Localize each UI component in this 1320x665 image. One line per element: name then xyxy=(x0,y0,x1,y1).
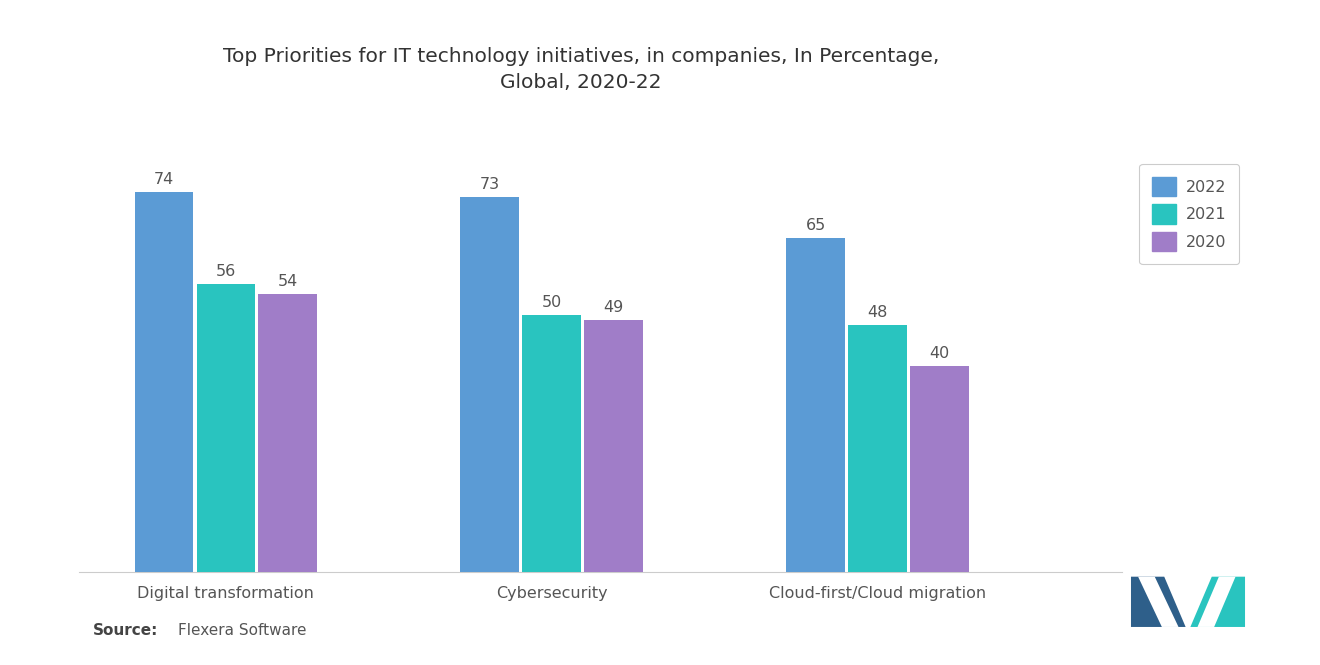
Text: 40: 40 xyxy=(929,346,949,361)
Bar xyxy=(197,284,255,572)
Bar xyxy=(461,197,519,572)
Text: 56: 56 xyxy=(215,264,236,279)
Bar xyxy=(849,325,907,572)
Text: Flexera Software: Flexera Software xyxy=(178,623,306,638)
Text: 50: 50 xyxy=(541,295,562,310)
Bar xyxy=(911,366,969,572)
Polygon shape xyxy=(1191,577,1245,627)
Bar xyxy=(585,320,643,572)
Text: 49: 49 xyxy=(603,300,624,315)
Polygon shape xyxy=(1197,577,1236,627)
Text: Top Priorities for IT technology initiatives, in companies, In Percentage,
Globa: Top Priorities for IT technology initiat… xyxy=(223,47,939,92)
Polygon shape xyxy=(1131,577,1185,627)
Text: 65: 65 xyxy=(805,217,826,233)
Bar xyxy=(523,315,581,572)
Text: 48: 48 xyxy=(867,305,888,320)
Polygon shape xyxy=(1138,577,1179,627)
Legend: 2022, 2021, 2020: 2022, 2021, 2020 xyxy=(1139,164,1239,264)
Text: 54: 54 xyxy=(277,274,298,289)
Text: Source:: Source: xyxy=(92,623,158,638)
Bar xyxy=(259,295,317,572)
Text: 73: 73 xyxy=(479,177,500,192)
Bar xyxy=(135,192,193,572)
Text: 74: 74 xyxy=(154,172,174,186)
Bar xyxy=(787,238,845,572)
